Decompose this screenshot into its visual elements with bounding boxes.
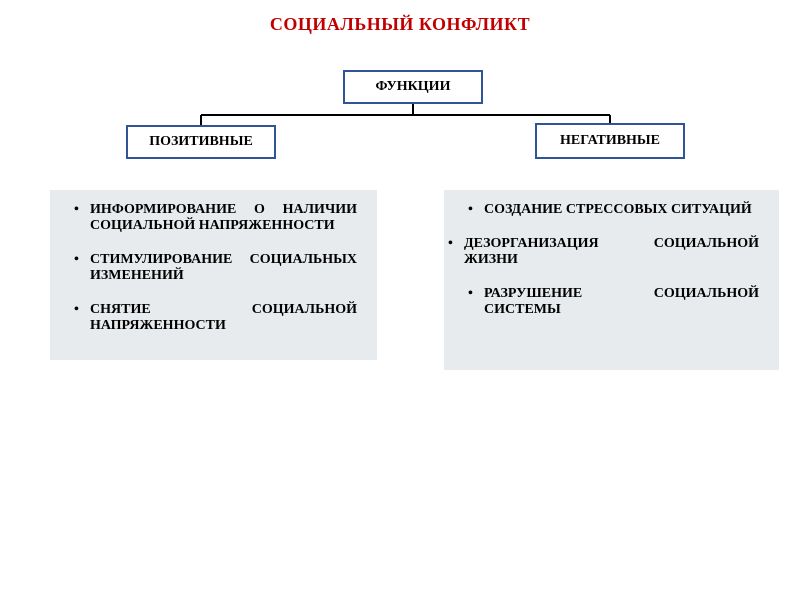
- node-positive: ПОЗИТИВНЫЕ: [126, 125, 276, 159]
- node-negative-label: НЕГАТИВНЫЕ: [560, 133, 660, 149]
- list-item: РАЗРУШЕНИЕ СОЦИАЛЬНОЙ СИСТЕМЫ: [464, 286, 759, 318]
- panel-negative: СОЗДАНИЕ СТРЕССОВЫХ СИТУАЦИЙ ДЕЗОРГАНИЗА…: [444, 190, 779, 370]
- list-item: СОЗДАНИЕ СТРЕССОВЫХ СИТУАЦИЙ: [464, 202, 759, 218]
- list-item: СТИМУЛИРОВАНИЕ СОЦИАЛЬНЫХ ИЗМЕНЕНИЙ: [70, 252, 357, 284]
- list-item: ДЕЗОРГАНИЗАЦИЯ СОЦИАЛЬНОЙ ЖИЗНИ: [464, 236, 759, 268]
- panel-negative-list: СОЗДАНИЕ СТРЕССОВЫХ СИТУАЦИЙ ДЕЗОРГАНИЗА…: [464, 202, 759, 318]
- node-negative: НЕГАТИВНЫЕ: [535, 123, 685, 159]
- list-item: СНЯТИЕ СОЦИАЛЬНОЙ НАПРЯЖЕННОСТИ: [70, 302, 357, 334]
- panel-positive-list: ИНФОРМИРОВАНИЕ О НАЛИЧИИ СОЦИАЛЬНОЙ НАПР…: [70, 202, 357, 334]
- page-title: СОЦИАЛЬНЫЙ КОНФЛИКТ: [0, 14, 800, 35]
- list-item: ИНФОРМИРОВАНИЕ О НАЛИЧИИ СОЦИАЛЬНОЙ НАПР…: [70, 202, 357, 234]
- node-root: ФУНКЦИИ: [343, 70, 483, 104]
- tree-diagram: ФУНКЦИИ ПОЗИТИВНЫЕ НЕГАТИВНЫЕ: [0, 62, 800, 172]
- node-positive-label: ПОЗИТИВНЫЕ: [149, 134, 253, 150]
- panel-positive: ИНФОРМИРОВАНИЕ О НАЛИЧИИ СОЦИАЛЬНОЙ НАПР…: [50, 190, 377, 360]
- node-root-label: ФУНКЦИИ: [376, 79, 451, 95]
